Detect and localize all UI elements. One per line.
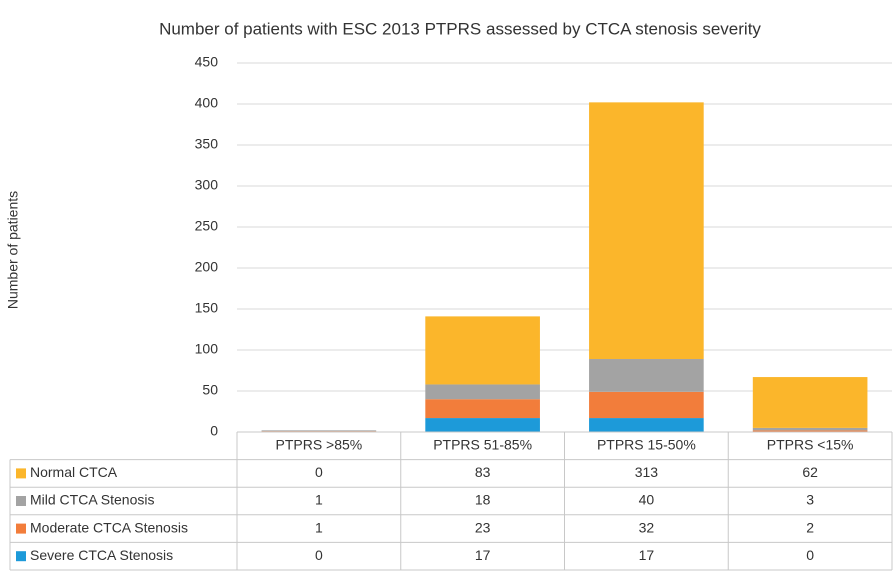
bar-segment (261, 430, 377, 432)
legend-label: Mild CTCA Stenosis (30, 492, 154, 508)
table-value: 32 (639, 519, 655, 535)
y-tick-label: 300 (195, 177, 219, 193)
x-tick-label: PTPRS 51-85% (433, 437, 532, 453)
y-tick-label: 50 (202, 382, 218, 398)
legend-swatch (16, 468, 26, 479)
legend-swatch (16, 496, 26, 506)
table-value: 83 (475, 464, 491, 480)
table-value: 17 (639, 547, 655, 563)
y-tick-label: 400 (195, 95, 219, 111)
y-axis-label: Number of patients (5, 191, 21, 309)
legend-label: Normal CTCA (30, 464, 118, 480)
table-value: 23 (475, 519, 491, 535)
y-tick-label: 450 (195, 54, 219, 70)
bar-segment (589, 359, 704, 392)
x-tick-label: PTPRS <15% (767, 437, 854, 453)
legend-swatch (16, 523, 26, 534)
y-tick-label: 0 (210, 423, 218, 439)
table-value: 0 (315, 547, 323, 563)
chart-title: Number of patients with ESC 2013 PTPRS a… (159, 19, 761, 38)
bar-segment (752, 377, 868, 428)
y-tick-label: 150 (195, 300, 219, 316)
x-tick-label: PTPRS >85% (275, 437, 362, 453)
y-tick-label: 100 (195, 341, 219, 357)
table-value: 62 (802, 464, 818, 480)
table-value: 313 (635, 464, 659, 480)
y-tick-label: 250 (195, 218, 219, 234)
x-tick-label: PTPRS 15-50% (597, 437, 696, 453)
legend-label: Severe CTCA Stenosis (30, 547, 173, 563)
y-tick-label: 200 (195, 259, 219, 275)
legend-swatch (16, 551, 26, 562)
bar-segment (425, 384, 540, 400)
bar-segment (425, 418, 540, 432)
bar-segment (589, 418, 704, 432)
bar-segment (589, 391, 704, 419)
table-value: 1 (315, 492, 323, 508)
table-value: 0 (806, 547, 814, 563)
table-value: 3 (806, 492, 814, 508)
table-value: 40 (639, 492, 655, 508)
bar-segment (589, 102, 704, 360)
legend-label: Moderate CTCA Stenosis (30, 519, 188, 535)
bar-segment (425, 399, 540, 419)
table-value: 0 (315, 464, 323, 480)
bar-segment (752, 427, 868, 431)
y-tick-label: 350 (195, 136, 219, 152)
bar-segment (425, 316, 540, 385)
table-value: 1 (315, 519, 323, 535)
table-value: 18 (475, 492, 491, 508)
bar-segment (752, 430, 868, 432)
table-value: 2 (806, 519, 814, 535)
table-value: 17 (475, 547, 491, 563)
